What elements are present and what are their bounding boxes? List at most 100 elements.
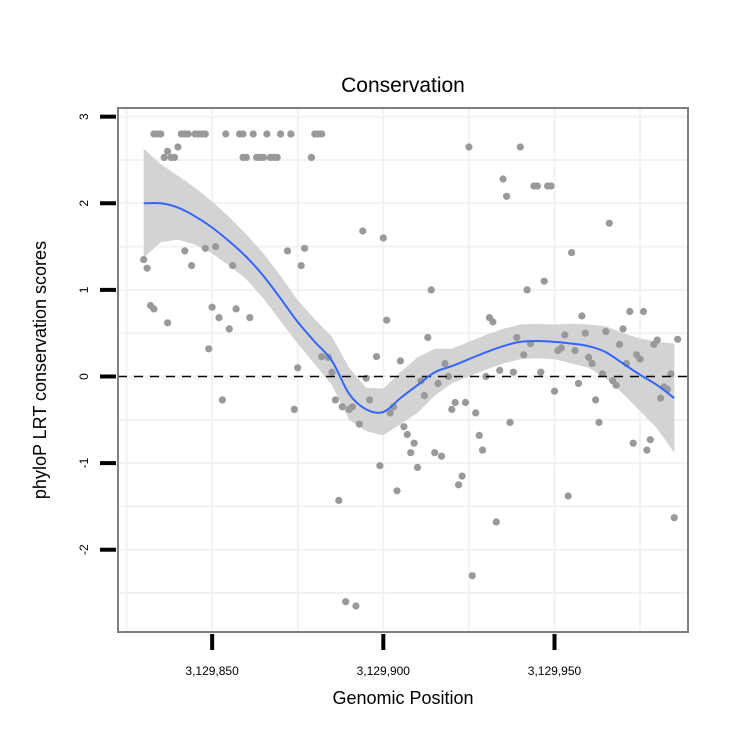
- data-point: [533, 182, 542, 190]
- data-point: [547, 182, 555, 190]
- data-point: [496, 366, 504, 374]
- data-point: [509, 368, 517, 376]
- data-point: [140, 256, 148, 264]
- data-point: [506, 418, 514, 426]
- data-point: [249, 130, 257, 138]
- data-point: [451, 398, 459, 407]
- data-point: [479, 446, 487, 454]
- data-point: [441, 359, 449, 368]
- data-point: [612, 381, 620, 389]
- confidence-band: [143, 148, 675, 453]
- data-point: [578, 312, 586, 320]
- data-point: [646, 436, 654, 444]
- data-point: [246, 314, 254, 322]
- data-point: [335, 496, 343, 504]
- data-point: [376, 462, 384, 470]
- data-point: [424, 333, 432, 342]
- data-point: [602, 327, 610, 336]
- data-point: [355, 420, 363, 428]
- y-tick-label: 0: [77, 373, 91, 380]
- data-point: [157, 130, 165, 138]
- data-point: [413, 463, 422, 471]
- data-point: [201, 244, 209, 252]
- data-point: [294, 364, 302, 372]
- data-point: [222, 130, 230, 138]
- data-point: [283, 247, 292, 255]
- data-point: [307, 153, 315, 161]
- data-point: [520, 351, 528, 359]
- data-point: [160, 153, 168, 161]
- data-point: [287, 130, 295, 138]
- data-point: [499, 175, 507, 183]
- y-axis-title: phyloP LRT conservation scores: [30, 241, 50, 499]
- data-point: [465, 143, 473, 151]
- data-point: [444, 372, 452, 381]
- data-point: [639, 307, 648, 316]
- y-tick-label: -1: [77, 457, 91, 468]
- data-point: [328, 368, 336, 376]
- data-point: [670, 514, 678, 522]
- data-point: [259, 153, 268, 161]
- data-point: [208, 303, 216, 311]
- data-point: [540, 277, 548, 285]
- data-point: [403, 430, 411, 439]
- data-point: [461, 398, 470, 407]
- panel-border: [117, 107, 689, 633]
- data-point: [150, 305, 158, 313]
- data-point: [653, 336, 661, 344]
- data-point: [431, 449, 439, 457]
- data-point: [301, 244, 309, 252]
- data-point: [619, 325, 627, 333]
- data-point: [379, 234, 387, 242]
- data-point: [225, 325, 233, 333]
- x-axis: 3,129,850 3,129,900 3,129,950: [185, 634, 582, 678]
- data-point: [568, 249, 576, 257]
- data-point: [205, 345, 213, 353]
- y-axis: -2 -1 0 1 2 3: [77, 113, 116, 555]
- data-point: [588, 359, 596, 368]
- data-point: [348, 403, 357, 411]
- data-point: [242, 153, 250, 161]
- data-point: [362, 374, 370, 382]
- data-point: [472, 409, 480, 417]
- data-point: [489, 318, 497, 326]
- data-point: [164, 147, 172, 155]
- data-point: [407, 449, 415, 457]
- data-point: [383, 316, 391, 324]
- data-point: [396, 357, 404, 365]
- data-point: [605, 219, 613, 227]
- data-point: [523, 286, 531, 294]
- data-point: [629, 439, 637, 447]
- data-point: [458, 472, 466, 480]
- data-point: [297, 262, 305, 270]
- x-tick-label: 3,129,850: [185, 664, 239, 678]
- data-point: [170, 153, 179, 161]
- data-point: [239, 130, 247, 138]
- data-point: [318, 353, 326, 361]
- data-point: [434, 379, 442, 387]
- data-point: [273, 153, 281, 161]
- data-point: [201, 130, 209, 138]
- data-point: [643, 446, 651, 454]
- data-point: [188, 262, 196, 270]
- data-point: [338, 403, 346, 411]
- data-point: [626, 307, 634, 316]
- data-point: [513, 333, 521, 342]
- data-point: [232, 305, 240, 313]
- data-point: [574, 379, 583, 387]
- data-point: [143, 264, 151, 272]
- data-point: [503, 192, 511, 200]
- data-point: [263, 130, 271, 138]
- data-point: [615, 340, 624, 348]
- data-point: [342, 598, 350, 606]
- smooth-curve: [143, 201, 675, 414]
- data-point: [537, 368, 545, 376]
- data-point: [475, 431, 483, 439]
- data-point: [277, 130, 285, 138]
- data-point: [359, 227, 367, 235]
- data-point: [400, 423, 408, 431]
- data-point: [595, 418, 603, 426]
- data-point: [184, 130, 192, 138]
- data-point: [557, 344, 565, 352]
